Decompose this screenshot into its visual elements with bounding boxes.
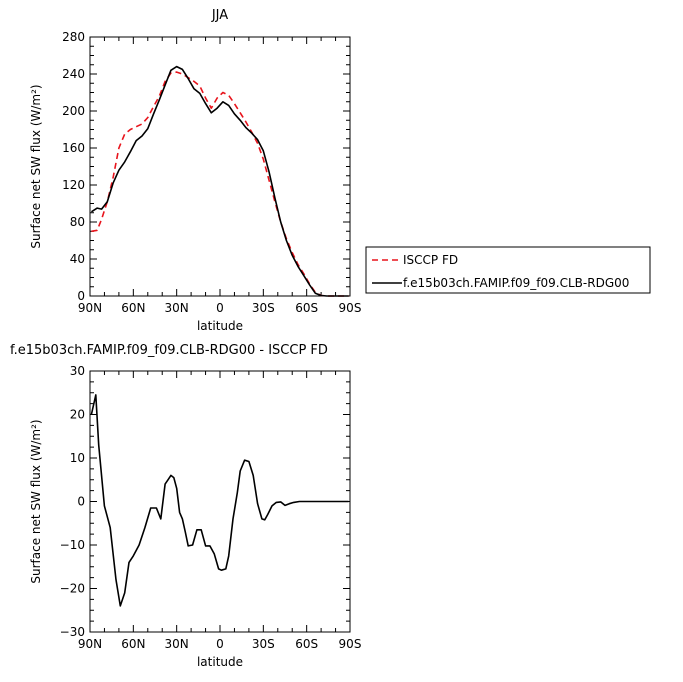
x-tick-label: 0 (216, 637, 224, 651)
legend-entry-model: f.e15b03ch.FAMIP.f09_f09.CLB-RDG00 (403, 276, 629, 290)
y-tick-label: 20 (70, 408, 85, 422)
x-tick-label: 30N (165, 301, 189, 315)
y-tick-label: 40 (70, 252, 85, 266)
x-axis-label: latitude (197, 319, 243, 333)
y-tick-label: −10 (60, 538, 85, 552)
legend: ISCCP FD f.e15b03ch.FAMIP.f09_f09.CLB-RD… (365, 246, 651, 294)
x-tick-label: 0 (216, 301, 224, 315)
x-axis-label: latitude (197, 655, 243, 669)
y-tick-label: −20 (60, 582, 85, 596)
chart-title: JJA (211, 8, 228, 23)
y-tick-label: 0 (77, 495, 85, 509)
series-lines (90, 65, 349, 297)
chart-top: JJA 0 40 80 120 160 200 240 280 90N 60N 30N 0 30S 60S… (29, 8, 361, 333)
y-tick-label: 30 (70, 364, 85, 378)
series-line-1 (90, 65, 349, 297)
y-axis-label: Surface net SW flux (W/m²) (29, 419, 43, 583)
x-tick-label: 30S (252, 637, 275, 651)
chart-title: f.e15b03ch.FAMIP.f09_f09.CLB-RDG00 - ISC… (10, 343, 328, 358)
x-tick-label: 90N (78, 637, 102, 651)
plot-frame (89, 36, 351, 297)
series-lines (90, 394, 349, 607)
y-tick-label: 80 (70, 215, 85, 229)
x-tick-label: 60N (121, 637, 145, 651)
y-tick-label: 280 (62, 30, 85, 44)
axes: −30 −20 −10 0 10 20 30 90N 60N 30N 0 30S 60S 90S (60, 364, 362, 651)
y-tick-label: −30 (60, 625, 85, 639)
x-tick-label: 90S (339, 637, 362, 651)
y-tick-label: 200 (62, 104, 85, 118)
legend-box (365, 246, 651, 294)
x-tick-label: 60S (295, 301, 318, 315)
y-tick-label: 160 (62, 141, 85, 155)
chart-bottom: f.e15b03ch.FAMIP.f09_f09.CLB-RDG00 - ISC… (10, 343, 361, 669)
x-tick-label: 90N (78, 301, 102, 315)
y-tick-label: 120 (62, 178, 85, 192)
x-tick-label: 30S (252, 301, 275, 315)
x-tick-label: 60N (121, 301, 145, 315)
legend-entry-isccp: ISCCP FD (403, 253, 458, 267)
x-tick-label: 90S (339, 301, 362, 315)
y-tick-label: 10 (70, 451, 85, 465)
y-tick-label: 240 (62, 67, 85, 81)
series-line-0 (90, 394, 349, 607)
axes: 0 40 80 120 160 200 240 280 90N 60N 30N 0 30S 60S 90S (62, 30, 361, 315)
x-tick-label: 60S (295, 637, 318, 651)
y-tick-label: 0 (77, 289, 85, 303)
y-axis-label: Surface net SW flux (W/m²) (29, 84, 43, 248)
x-tick-label: 30N (165, 637, 189, 651)
